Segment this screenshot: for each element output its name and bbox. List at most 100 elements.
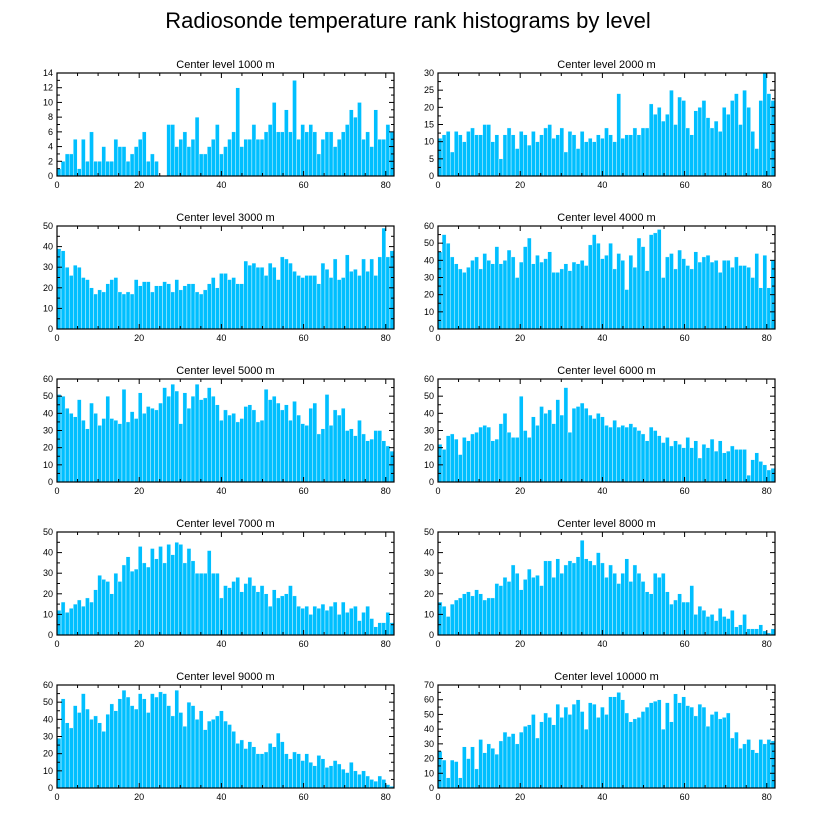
bar: [365, 131, 370, 177]
bar: [514, 743, 520, 789]
bar: [502, 413, 508, 483]
bar: [612, 141, 617, 177]
bar: [361, 139, 366, 177]
bar: [247, 404, 253, 483]
x-tick-label: 60: [680, 639, 690, 649]
bar: [632, 127, 638, 177]
y-tick-label: 40: [43, 408, 53, 418]
bar: [661, 728, 666, 789]
bar: [628, 254, 634, 330]
bar: [742, 614, 747, 636]
bar: [628, 581, 634, 636]
bar: [68, 727, 74, 789]
bar: [640, 127, 646, 177]
bar: [746, 267, 751, 330]
bar: [478, 739, 483, 789]
bar: [673, 124, 678, 177]
bar: [746, 474, 751, 483]
bar: [332, 258, 338, 330]
bar: [231, 413, 236, 483]
bar: [644, 270, 650, 330]
bar: [717, 131, 723, 177]
bar: [239, 146, 244, 177]
bar: [567, 714, 573, 789]
bar: [178, 544, 184, 636]
bar: [730, 267, 735, 330]
bar: [186, 548, 192, 636]
y-tick-label: 0: [429, 630, 434, 640]
bar: [652, 573, 658, 636]
bar: [730, 100, 735, 177]
bar: [150, 407, 155, 483]
bar: [746, 107, 751, 177]
bar: [726, 618, 731, 636]
bar: [559, 717, 565, 789]
bar: [494, 134, 500, 177]
x-tick-label: 80: [381, 180, 391, 190]
x-tick-label: 40: [216, 486, 226, 496]
bar: [555, 399, 561, 483]
bar: [592, 141, 597, 177]
bar: [681, 258, 686, 330]
bar: [373, 109, 378, 177]
bar: [381, 622, 387, 636]
bar: [182, 131, 188, 177]
bar: [178, 423, 184, 483]
bar: [190, 705, 196, 789]
bar: [138, 392, 143, 483]
bar: [494, 753, 500, 789]
y-tick-label: 70: [424, 680, 434, 690]
bar: [146, 712, 151, 789]
bar: [288, 131, 293, 177]
bar: [332, 760, 338, 789]
bar: [162, 693, 167, 789]
bar: [280, 409, 285, 483]
bar: [648, 702, 654, 789]
bar: [592, 564, 597, 636]
bar: [117, 423, 123, 483]
bar: [280, 256, 285, 330]
bar: [316, 153, 322, 177]
bar: [738, 124, 743, 177]
bar: [612, 573, 617, 636]
bar: [219, 710, 224, 789]
x-tick-label: 0: [54, 792, 59, 802]
bar: [531, 416, 536, 483]
bar: [510, 733, 516, 789]
bar: [259, 420, 265, 483]
bar: [441, 134, 447, 177]
bar: [186, 283, 192, 330]
bar: [381, 779, 387, 789]
bar: [129, 570, 135, 636]
bar: [304, 131, 309, 177]
bar: [466, 267, 471, 330]
x-tick-label: 40: [216, 792, 226, 802]
x-tick-label: 60: [299, 639, 309, 649]
bar: [742, 449, 747, 483]
bar: [454, 761, 459, 789]
bar: [154, 161, 159, 177]
bar: [109, 593, 115, 636]
bar: [198, 573, 204, 636]
bar: [636, 237, 642, 330]
bar: [174, 279, 180, 330]
y-tick-label: 5: [429, 154, 434, 164]
bar: [600, 562, 605, 636]
bar: [754, 148, 759, 177]
bar: [717, 718, 723, 789]
bar: [482, 599, 487, 636]
bar: [462, 272, 467, 330]
bar: [85, 428, 90, 483]
bar: [600, 138, 605, 177]
bar: [474, 432, 479, 483]
bar: [166, 283, 171, 330]
panel-title: Center level 6000 m: [557, 365, 655, 377]
bar: [146, 161, 151, 177]
y-tick-label: 20: [424, 754, 434, 764]
bar: [604, 577, 609, 636]
bar: [628, 721, 634, 789]
y-tick-label: 10: [424, 460, 434, 470]
bar: [644, 706, 650, 789]
bar: [506, 581, 512, 636]
bar: [685, 265, 690, 330]
